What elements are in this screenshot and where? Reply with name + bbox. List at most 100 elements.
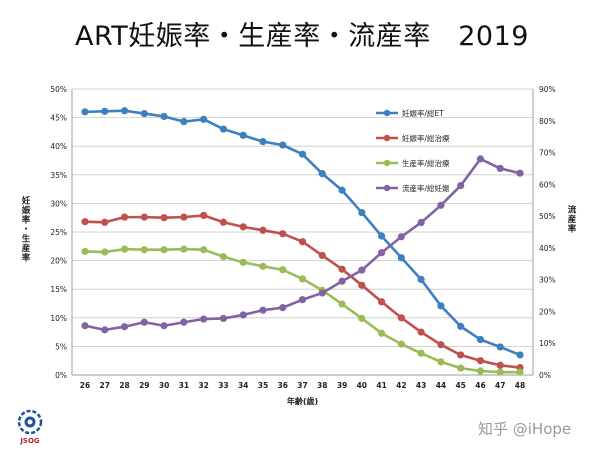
chart-title: ART妊娠率・生産率・流産率 2019 [75,21,529,52]
data-point [120,213,129,221]
y-left-tick-label: 30% [50,199,67,208]
legend-swatch-marker [383,184,391,192]
data-point [318,289,326,297]
y-right-tick-label: 60% [539,180,556,189]
data-point [180,213,188,221]
x-tick-label: 26 [80,381,90,390]
data-point [259,226,267,234]
data-point [180,245,188,253]
data-point [298,275,307,283]
x-tick-label: 37 [297,381,307,390]
y-right-tick-label: 30% [539,276,556,285]
y-left-tick-label: 15% [50,285,67,294]
data-point [377,329,386,337]
data-point [180,118,188,126]
y-right-tick-label: 40% [539,244,556,253]
y-left-tick-label: 0% [55,371,67,380]
y-right-axis-title-char: 率 [568,224,577,235]
data-point [417,349,425,357]
y-left-axis-title-char: 産 [22,243,31,254]
x-tick-label: 32 [198,381,208,390]
data-point [318,170,326,178]
x-tick-label: 31 [179,381,189,390]
data-point [279,266,287,274]
data-point [219,252,228,261]
data-point [516,368,524,376]
data-point [338,186,346,194]
data-point [496,361,504,369]
data-point [101,107,109,115]
data-point [358,314,366,322]
data-point [457,364,465,372]
x-tick-label: 36 [278,381,288,390]
data-point [239,131,247,139]
data-point [417,275,425,284]
data-point [81,247,89,256]
data-point [457,322,465,330]
data-point [200,211,208,220]
data-point [496,368,504,376]
data-point [160,246,168,254]
data-point [81,108,89,116]
y-right-axis-title-char: 産 [568,214,577,225]
data-point [397,254,405,262]
data-point [417,218,425,227]
x-tick-label: 47 [495,381,505,390]
data-point [457,182,465,190]
data-point [180,318,188,326]
data-point [279,304,287,312]
legend-swatch-marker [383,159,391,167]
data-point [219,125,228,133]
y-right-tick-label: 80% [539,117,556,126]
data-point [496,164,504,173]
y-left-axis-title-char: ・ [22,225,31,235]
data-point [397,233,405,241]
y-left-tick-label: 25% [50,228,67,237]
data-point [140,246,148,254]
legend-label: 流産率/総妊娠 [402,183,450,193]
x-tick-label: 46 [475,381,485,390]
x-tick-label: 48 [515,381,525,390]
jsog-logo-icon [17,409,43,435]
legend-label: 妊娠率/総治療 [402,133,450,143]
x-tick-label: 34 [238,381,248,390]
data-point [120,323,129,331]
data-point [338,300,346,308]
data-point [200,246,208,254]
legend-swatch-marker [383,109,391,117]
data-point [200,115,208,123]
x-tick-label: 29 [139,381,149,390]
y-left-axis-title-char: 生 [22,234,31,245]
data-point [476,357,485,365]
data-point [160,322,168,330]
data-point [338,277,346,285]
data-point [397,340,405,348]
data-point [120,245,129,253]
data-point [496,343,504,351]
x-tick-label: 28 [119,381,129,390]
x-tick-label: 44 [436,381,446,390]
data-point [476,335,485,344]
data-point [397,314,405,322]
x-tick-label: 39 [337,381,347,390]
data-point [81,322,89,330]
data-point [259,306,267,314]
data-point [259,262,267,270]
data-point [358,281,366,289]
data-point [377,298,386,306]
x-tick-label: 35 [258,381,268,390]
data-point [200,315,208,323]
y-right-axis-title-char: 流 [568,205,577,216]
data-point [160,214,168,222]
x-tick-label: 40 [357,381,367,390]
y-left-tick-label: 35% [50,171,67,180]
data-point [437,302,445,310]
series-line [84,247,520,374]
x-tick-label: 30 [159,381,169,390]
y-left-axis-title-char: 率 [22,215,31,226]
data-point [279,230,287,238]
data-point [120,107,129,115]
data-point [417,328,425,336]
data-point [259,138,267,146]
